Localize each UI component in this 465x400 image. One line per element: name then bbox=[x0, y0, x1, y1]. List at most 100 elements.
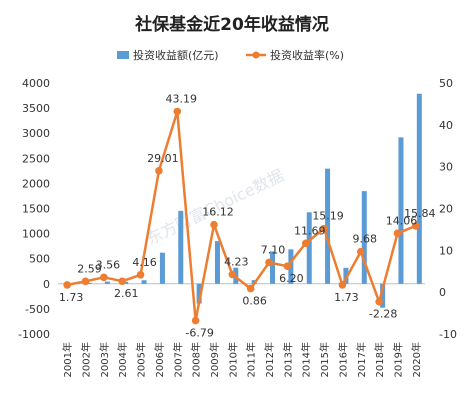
bar bbox=[361, 191, 367, 284]
line-data-label: 2.61 bbox=[114, 287, 139, 300]
line-data-label: -2.28 bbox=[369, 308, 397, 321]
x-axis-tick-label: 2015年 bbox=[318, 342, 331, 377]
bar bbox=[416, 93, 422, 284]
line-data-label: 0.86 bbox=[242, 295, 267, 308]
bar bbox=[398, 137, 404, 284]
bar bbox=[270, 251, 276, 284]
x-axis-tick-label: 2009年 bbox=[208, 342, 221, 377]
legend-swatch-marker bbox=[252, 51, 260, 59]
line-point bbox=[283, 262, 292, 271]
line-data-label: 1.73 bbox=[334, 291, 359, 304]
right-axis-tick-label: 40 bbox=[439, 119, 453, 132]
right-axis-tick-label: 50 bbox=[439, 77, 453, 90]
bar bbox=[178, 210, 184, 284]
line-data-label: 4.16 bbox=[132, 256, 157, 269]
line-data-label: 15.19 bbox=[312, 210, 344, 223]
line-point bbox=[100, 273, 108, 282]
right-axis-tick-label: 30 bbox=[439, 161, 453, 174]
legend-swatch-bar bbox=[117, 51, 129, 59]
legend-label-line: 投资收益率(%) bbox=[270, 48, 344, 62]
line-data-label: 6.20 bbox=[279, 272, 304, 285]
x-axis-tick-label: 2007年 bbox=[171, 342, 184, 377]
bar bbox=[214, 241, 220, 284]
bar bbox=[325, 168, 331, 284]
bar bbox=[104, 281, 110, 284]
right-axis-tick-label: 20 bbox=[439, 203, 453, 216]
bar bbox=[159, 252, 165, 284]
line-data-label: 15.84 bbox=[404, 207, 436, 220]
x-axis-tick-label: 2010年 bbox=[226, 342, 239, 377]
line-data-label: 16.12 bbox=[202, 206, 234, 219]
x-axis-tick-label: 2012年 bbox=[263, 342, 276, 377]
left-axis-tick-label: -500 bbox=[25, 303, 50, 316]
line-point bbox=[81, 277, 90, 286]
x-axis-tick-label: 2013年 bbox=[281, 342, 294, 377]
bar bbox=[141, 280, 147, 284]
line-point bbox=[338, 281, 347, 289]
line-data-label: 2.59 bbox=[77, 262, 102, 275]
legend-label-bar: 投资收益额(亿元) bbox=[133, 48, 219, 62]
left-axis-tick-label: 500 bbox=[29, 253, 50, 266]
line-point bbox=[210, 220, 218, 229]
x-axis-tick-label: 2005年 bbox=[135, 342, 148, 377]
x-axis-tick-label: 2003年 bbox=[98, 342, 111, 377]
line-data-label: 11.69 bbox=[294, 224, 326, 237]
left-axis-tick-label: 4000 bbox=[22, 77, 50, 90]
line-data-label: 4.23 bbox=[224, 255, 249, 268]
line-data-label: 3.56 bbox=[96, 258, 121, 271]
left-axis-tick-label: 0 bbox=[43, 278, 50, 291]
left-axis-tick-label: 2500 bbox=[22, 152, 50, 165]
x-axis-tick-label: 2020年 bbox=[410, 342, 423, 377]
x-axis-tick-label: 2008年 bbox=[190, 342, 203, 377]
bar bbox=[380, 283, 386, 308]
line-point bbox=[301, 239, 310, 248]
x-axis-tick-label: 2014年 bbox=[300, 342, 313, 377]
right-axis-tick-label: 10 bbox=[439, 244, 453, 257]
x-axis-tick-label: 2017年 bbox=[355, 342, 368, 377]
line-data-label: 14.06 bbox=[386, 214, 418, 227]
line-point bbox=[136, 270, 145, 279]
line-data-label: 9.68 bbox=[353, 233, 378, 246]
left-axis-tick-label: 3500 bbox=[22, 102, 50, 115]
line-point bbox=[393, 229, 402, 238]
line-data-label: 29.01 bbox=[147, 152, 179, 165]
left-axis-tick-label: 2000 bbox=[22, 177, 50, 190]
x-axis-tick-label: 2019年 bbox=[391, 342, 404, 377]
line-point bbox=[412, 222, 420, 230]
left-axis-tick-label: 1500 bbox=[22, 203, 50, 216]
line-point bbox=[63, 281, 71, 289]
line-point bbox=[356, 247, 365, 256]
right-axis-tick-label: 0 bbox=[439, 286, 446, 299]
left-axis-tick-label: 1000 bbox=[22, 228, 50, 241]
line-data-label: 7.10 bbox=[261, 243, 286, 256]
bar bbox=[343, 267, 349, 284]
line-point bbox=[265, 258, 273, 267]
line-point bbox=[320, 224, 328, 233]
legend: 投资收益额(亿元) 投资收益率(%) bbox=[117, 48, 344, 62]
line-point bbox=[191, 316, 200, 325]
line-point bbox=[118, 277, 127, 286]
bar bbox=[306, 212, 312, 284]
x-axis-tick-label: 2002年 bbox=[80, 342, 93, 377]
x-axis-tick-label: 2006年 bbox=[153, 342, 166, 377]
line-point bbox=[228, 270, 237, 279]
chart-title: 社保基金近20年收益情况 bbox=[134, 14, 329, 35]
line-point bbox=[155, 167, 163, 175]
axes-group: -1000-5000500100015002000250030003500400… bbox=[18, 77, 457, 377]
line-data-label: 43.19 bbox=[166, 92, 198, 105]
left-axis-tick-label: -1000 bbox=[18, 328, 50, 341]
bar bbox=[86, 282, 92, 284]
x-axis-tick-label: 2016年 bbox=[336, 342, 349, 377]
line-point bbox=[246, 284, 255, 293]
line-point bbox=[173, 107, 182, 116]
x-axis-tick-label: 2018年 bbox=[373, 342, 386, 377]
line-data-label: 1.73 bbox=[59, 291, 84, 304]
bar bbox=[196, 283, 202, 304]
x-axis-tick-label: 2001年 bbox=[61, 342, 74, 377]
right-axis-tick-label: -10 bbox=[439, 328, 457, 341]
x-axis-tick-label: 2011年 bbox=[245, 342, 258, 377]
line-series-group: 1.73 2.593.56 2.61 4.16 29.01 43.19 -6.79 16.12… bbox=[59, 92, 436, 339]
line-data-label: -6.79 bbox=[185, 327, 213, 340]
